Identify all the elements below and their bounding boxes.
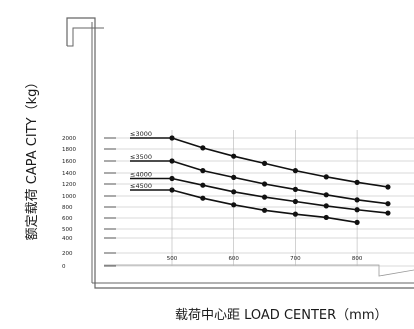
data-point — [200, 145, 206, 151]
x-tick-label: 600 — [228, 256, 239, 262]
data-point — [385, 210, 391, 216]
data-point — [354, 219, 360, 225]
data-point — [354, 207, 360, 213]
data-point — [261, 194, 268, 200]
data-point — [292, 168, 298, 174]
y-tick-label: 800 — [62, 205, 73, 211]
y-tick-label: 500 — [62, 227, 73, 233]
x-tick-label: 800 — [352, 256, 363, 262]
fork-outline — [66, 17, 414, 289]
data-point — [200, 195, 206, 201]
legend-label: ≤4000 — [130, 171, 152, 179]
data-point — [292, 186, 298, 192]
y-tick-label: 1800 — [62, 147, 76, 153]
data-point — [292, 198, 298, 205]
data-point — [354, 197, 360, 203]
y-tick-label: 1000 — [62, 194, 76, 200]
series-line — [171, 137, 389, 188]
y-tick-label: 600 — [62, 216, 73, 222]
series-group — [169, 135, 391, 225]
y-tick-label: 1200 — [62, 182, 76, 188]
data-point — [200, 182, 206, 188]
y-tick-label: 1400 — [62, 171, 76, 177]
data-point — [323, 174, 329, 180]
data-point — [292, 211, 298, 217]
y-tick-label: 2000 — [62, 136, 76, 142]
y-tick-label: 1600 — [62, 159, 76, 165]
data-point — [354, 179, 360, 185]
y-axis-title: 额定载荷 CAPA CITY（kg） — [25, 76, 40, 241]
legend-label: ≤3000 — [130, 130, 152, 138]
series-line — [171, 160, 389, 205]
legend-label: ≤4500 — [130, 182, 152, 190]
x-tick-label: 500 — [167, 256, 178, 262]
y-tick-label: 0 — [62, 264, 66, 270]
x-axis-ticks: 500 600 700 800 — [167, 256, 363, 262]
grid — [104, 130, 414, 267]
y-tick-label: 400 — [62, 236, 73, 242]
frame-corner-line — [104, 264, 414, 277]
x-axis-title: 载荷中心距 LOAD CENTER（mm） — [175, 308, 387, 323]
data-point — [261, 207, 268, 213]
legend-label: ≤3500 — [130, 153, 152, 161]
x-tick-label: 700 — [290, 256, 301, 262]
legend: ≤3000 ≤3500 ≤4000 ≤4500 — [130, 130, 172, 191]
data-point — [231, 153, 237, 159]
data-point — [231, 189, 237, 195]
data-point — [323, 203, 329, 209]
fork-outline-inner — [67, 22, 414, 284]
data-point — [323, 192, 329, 198]
data-point — [323, 214, 329, 221]
data-point — [385, 184, 391, 190]
series-line — [171, 177, 389, 214]
data-point — [200, 168, 206, 174]
data-point — [261, 160, 268, 166]
y-tick-label: 200 — [62, 251, 73, 257]
data-point — [231, 202, 237, 208]
y-axis-ticks: 0 200 400 500 600 800 1000 1200 1400 1600 1800 2000 — [62, 136, 116, 270]
data-point — [231, 174, 237, 180]
data-point — [261, 181, 268, 187]
data-point — [385, 201, 391, 207]
